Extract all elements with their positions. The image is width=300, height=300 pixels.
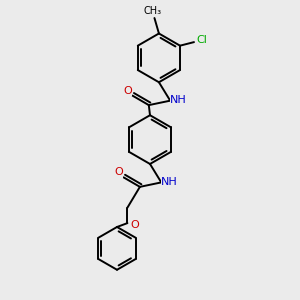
Text: NH: NH (170, 95, 187, 105)
Text: O: O (130, 220, 139, 230)
Text: O: O (114, 167, 123, 177)
Text: O: O (123, 85, 132, 96)
Text: CH₃: CH₃ (144, 7, 162, 16)
Text: Cl: Cl (196, 35, 208, 45)
Text: NH: NH (161, 177, 178, 187)
